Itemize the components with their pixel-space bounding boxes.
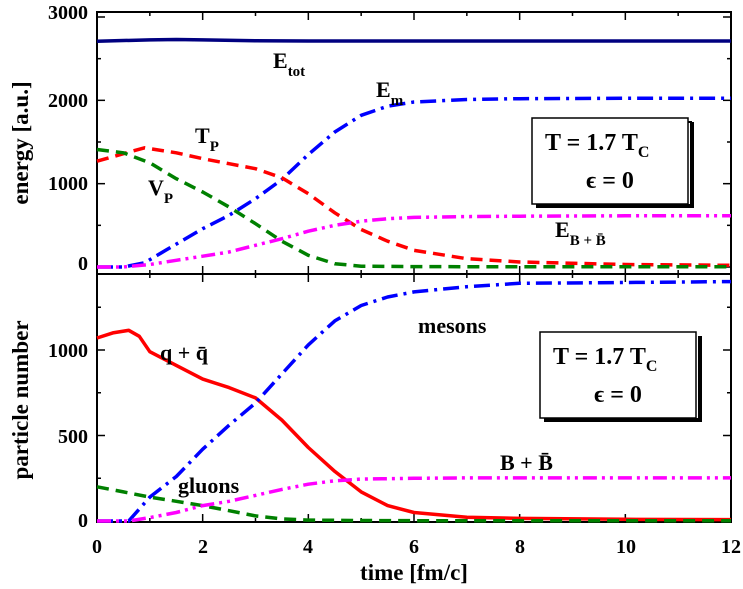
bottom-ytick-label: 500: [58, 426, 88, 448]
bottom-series-group: [96, 279, 732, 523]
bottom-ytick-label: 1000: [48, 340, 88, 362]
top-box-epsilon: ϵ = 0: [586, 168, 634, 194]
bottom-box-epsilon: ϵ = 0: [594, 382, 642, 408]
series-line-v-p: [96, 147, 731, 269]
label-em: Em: [376, 77, 404, 109]
bottom-box-temperature: T = 1.7 TC: [553, 344, 657, 375]
series-line-mesons: [97, 279, 732, 523]
top-ytick-label: 2000: [48, 90, 88, 112]
series-line-e-tot: [96, 37, 731, 43]
x-axis-title: time [fm/c]: [360, 560, 468, 585]
bottom-ytick-label: 0: [78, 510, 88, 532]
series-line-q-q-: [96, 328, 732, 522]
label-bb: B + B̄: [500, 450, 553, 475]
top-series-group: [96, 37, 732, 269]
bottom-condition-box: [539, 331, 697, 419]
label-vp: VP: [148, 175, 173, 207]
top-ytick-label: 1000: [48, 173, 88, 195]
xtick-label: 8: [515, 536, 525, 558]
label-mesons: mesons: [418, 313, 487, 338]
label-ebb: EB + B̄: [555, 217, 606, 249]
top-y-axis-title: energy [a.u.]: [8, 81, 33, 204]
top-ytick-label: 3000: [48, 2, 88, 24]
top-condition-box: [531, 117, 689, 205]
series-line-e-b-b-: [97, 214, 731, 269]
series-line-e-m: [97, 96, 731, 269]
axis-ticks: [96, 12, 732, 522]
top-ytick-label: 0: [78, 253, 88, 275]
series-line-gluons: [96, 485, 731, 523]
top-box-temperature: T = 1.7 TC: [545, 130, 649, 161]
xtick-label: 6: [409, 536, 419, 558]
xtick-label: 10: [616, 536, 636, 558]
label-etot: Etot: [273, 48, 305, 80]
bottom-y-axis-title: particle number: [8, 320, 33, 479]
xtick-label: 2: [198, 536, 208, 558]
xtick-label: 12: [721, 536, 741, 558]
xtick-label: 0: [92, 536, 102, 558]
xtick-label: 4: [303, 536, 313, 558]
label-tp: TP: [195, 123, 219, 155]
label-qq: q + q̄: [160, 340, 209, 365]
label-gluons: gluons: [178, 473, 240, 498]
